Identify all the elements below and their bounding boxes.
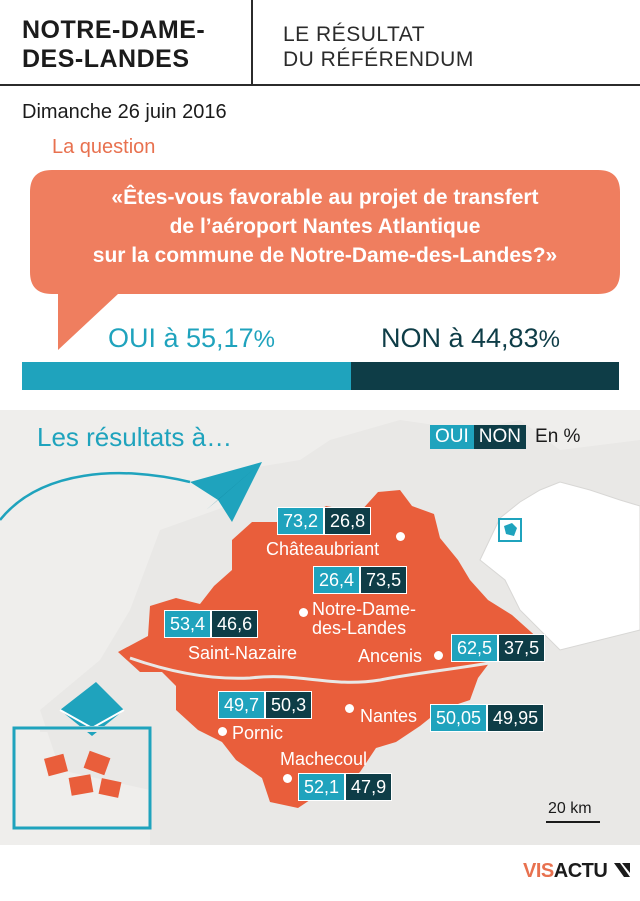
city-label-line-1: Notre-Dame-: [312, 599, 417, 619]
oui-value: 53,4: [164, 610, 212, 638]
city-result-machecoul: 52,1 47,9: [298, 773, 393, 801]
results-title: Les résultats à…: [37, 422, 233, 452]
non-value: 49,95: [487, 704, 545, 732]
city-result-nantes: 50,05 49,95: [430, 704, 545, 732]
speech-bubble: [30, 170, 620, 350]
map-legend: OUI NON En %: [430, 425, 580, 449]
oui-result-value: OUI à 55,17: [108, 323, 254, 353]
oui-value: 62,5: [451, 634, 499, 662]
city-result-ancenis: 62,5 37,5: [451, 634, 546, 662]
brand-part-2: ACTU: [553, 860, 608, 882]
page-subtitle: LE RÉSULTAT DU RÉFÉRENDUM: [283, 22, 474, 72]
brand-logo: VISACTU: [523, 860, 632, 883]
city-result-chateaubriant: 73,2 26,8: [277, 507, 372, 535]
city-result-pornic: 49,7 50,3: [218, 691, 313, 719]
city-label-pornic: Pornic: [232, 723, 284, 743]
city-label-ancenis: Ancenis: [358, 646, 423, 666]
question-label: La question: [52, 136, 156, 158]
city-label-chateaubriant: Châteaubriant: [266, 539, 380, 559]
city-label-machecoul: Machecoul: [280, 749, 368, 769]
map-scale-label: 20 km: [548, 800, 592, 817]
city-label-notre-dame: Notre-Dame-des-Landes: [312, 600, 416, 638]
city-label-nantes: Nantes: [360, 706, 418, 726]
city-dot-pornic: [218, 727, 227, 736]
question-text: «Êtes-vous favorable au projet de transf…: [30, 183, 620, 270]
non-pct-sign: %: [538, 326, 560, 353]
result-bar: [22, 362, 619, 390]
brand-part-1: VIS: [523, 860, 554, 882]
map-scale-bar: [546, 821, 600, 823]
result-bar-oui: [22, 362, 351, 390]
ballot-box-icon: [12, 682, 152, 830]
page-title: NOTRE-DAME- DES-LANDES: [22, 16, 205, 74]
legend-oui: OUI: [430, 425, 474, 449]
subtitle-line-1: LE RÉSULTAT: [283, 23, 426, 46]
footer: [0, 845, 640, 901]
non-result-value: NON à 44,83: [381, 323, 539, 353]
brand-mark-icon: [614, 863, 631, 877]
city-label-saint-nazaire: Saint-Nazaire: [188, 643, 298, 663]
oui-value: 49,7: [218, 691, 266, 719]
result-bar-non: [351, 362, 619, 390]
oui-value: 73,2: [277, 507, 325, 535]
legend-non: NON: [473, 425, 527, 449]
non-value: 26,8: [324, 507, 372, 535]
title-line-2: DES-LANDES: [22, 45, 190, 73]
title-line-1: NOTRE-DAME-: [22, 16, 206, 44]
date-label: Dimanche 26 juin 2016: [22, 101, 227, 123]
subtitle-line-2: DU RÉFÉRENDUM: [283, 48, 474, 71]
oui-value: 52,1: [298, 773, 346, 801]
header-rule: [0, 84, 640, 86]
question-line-2: de l’aéroport Nantes Atlantique: [169, 215, 481, 238]
city-result-notre-dame: 26,4 73,5: [313, 566, 408, 594]
non-value: 47,9: [345, 773, 393, 801]
question-line-1: «Êtes-vous favorable au projet de transf…: [111, 186, 539, 209]
oui-value: 26,4: [313, 566, 361, 594]
non-value: 37,5: [498, 634, 546, 662]
city-dot-machecoul: [283, 774, 292, 783]
city-dot-nantes: [345, 704, 354, 713]
non-result: NON à 44,83%: [381, 323, 560, 354]
non-value: 73,5: [360, 566, 408, 594]
city-result-saint-nazaire: 53,4 46,6: [164, 610, 259, 638]
oui-value: 50,05: [430, 704, 488, 732]
header-divider: [251, 0, 253, 84]
question-line-3: sur la commune de Notre-Dame-des-Landes?…: [92, 244, 558, 267]
city-dot-notre-dame: [299, 608, 308, 617]
oui-pct-sign: %: [253, 326, 275, 353]
city-dot-ancenis: [434, 651, 443, 660]
city-label-line-2: des-Landes: [312, 618, 407, 638]
non-value: 46,6: [211, 610, 259, 638]
non-value: 50,3: [265, 691, 313, 719]
legend-unit: En %: [535, 426, 581, 447]
oui-result: OUI à 55,17%: [108, 323, 275, 354]
city-dot-chateaubriant: [396, 532, 405, 541]
